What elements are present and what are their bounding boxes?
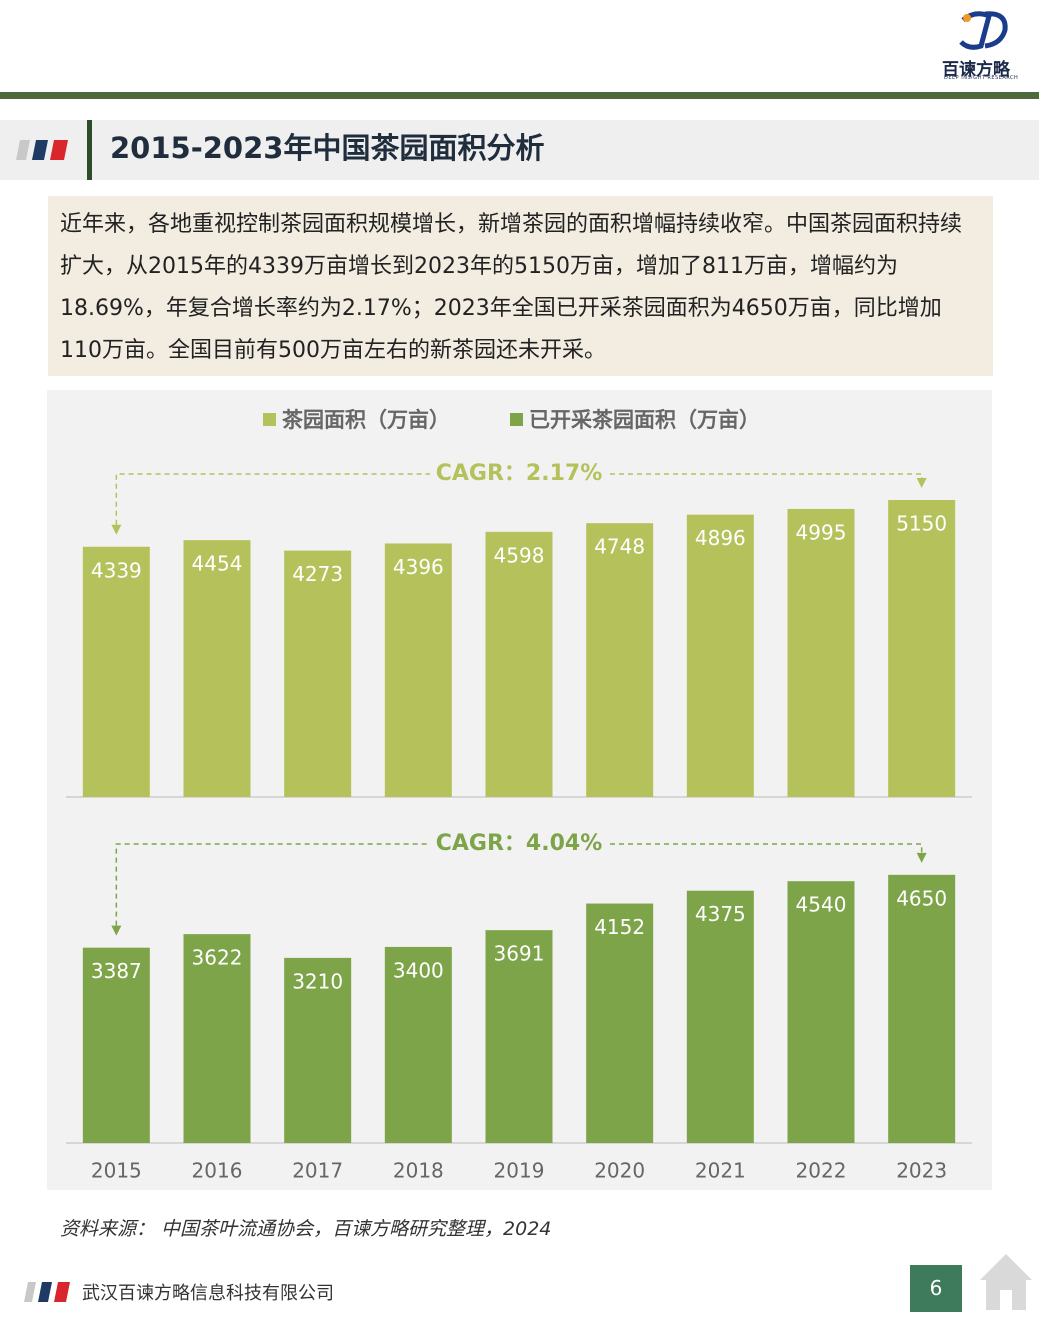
- bar: [787, 508, 855, 797]
- data-label: 4896: [695, 526, 746, 550]
- logo-subtext: DEEP INSIGHT RESEARCH: [944, 75, 1019, 81]
- bar: [586, 523, 654, 797]
- bar: [183, 934, 251, 1143]
- bar: [485, 531, 553, 797]
- bar: [82, 546, 150, 797]
- bar: [787, 881, 855, 1143]
- flag: [24, 1282, 36, 1302]
- flag: [50, 140, 68, 160]
- data-label: 4650: [896, 886, 947, 910]
- annotation-arrow: [916, 478, 927, 488]
- annotation: CAGR：2.17%: [436, 461, 603, 486]
- header-rule: [0, 92, 1039, 99]
- x-tick-label: 2022: [796, 1159, 847, 1183]
- summary: 近年来，各地重视控制茶园面积规模增长，新增茶园的面积增幅持续收窄。中国茶园面积持…: [48, 196, 993, 376]
- x-tick-label: 2023: [896, 1159, 947, 1183]
- data-label: 3210: [292, 969, 343, 993]
- title-flags: [16, 140, 68, 160]
- data-label: 4598: [494, 543, 545, 567]
- x-tick-label: 2015: [91, 1159, 142, 1183]
- data-label: 4396: [393, 555, 444, 579]
- annotation-arrow: [916, 852, 927, 863]
- source: 资料来源： 中国茶叶流通协会，百谏方略研究整理，2024: [60, 1218, 552, 1240]
- x-tick-label: 2020: [594, 1159, 645, 1183]
- x-tick-label: 2019: [494, 1159, 545, 1183]
- annotation-line: [115, 843, 430, 926]
- data-label: 4540: [796, 893, 847, 917]
- flag: [54, 1282, 70, 1302]
- bar: [384, 946, 452, 1143]
- annotation-arrow: [111, 925, 122, 936]
- legend-label: 茶园面积（万亩）: [282, 408, 450, 432]
- data-label: 5150: [896, 512, 947, 536]
- bar: [384, 543, 452, 797]
- data-label: 4273: [292, 562, 343, 586]
- title-band: [0, 120, 1039, 180]
- annotation-line: [610, 473, 923, 478]
- logo-stroke: [984, 11, 1008, 49]
- x-tick-label: 2017: [292, 1159, 343, 1183]
- bar: [82, 947, 150, 1143]
- annotation-line: [610, 843, 923, 853]
- data-label: 4454: [192, 552, 243, 576]
- home-icon: [980, 1254, 1032, 1310]
- data-label: 3622: [192, 946, 243, 970]
- bar: [284, 957, 352, 1143]
- flag: [16, 140, 30, 160]
- house: [980, 1254, 1032, 1310]
- annotation-arrow: [111, 524, 122, 535]
- data-label: 3691: [494, 942, 545, 966]
- bar: [586, 903, 654, 1143]
- data-label: 4748: [594, 535, 645, 559]
- data-label: 3400: [393, 958, 444, 982]
- x-tick-label: 2018: [393, 1159, 444, 1183]
- bar: [686, 890, 754, 1143]
- logo-icon: [959, 11, 1008, 50]
- legend-label: 已开采茶园面积（万亩）: [529, 408, 760, 432]
- bar: [888, 500, 956, 797]
- logo-dot: [963, 14, 971, 22]
- flag: [38, 1282, 52, 1302]
- bar: [686, 514, 754, 797]
- page-number: 6: [910, 1265, 962, 1312]
- flag: [32, 140, 48, 160]
- bar: [485, 930, 553, 1143]
- legend-swatch: [510, 413, 523, 426]
- legend-swatch: [263, 413, 276, 426]
- footer-flags: [24, 1282, 70, 1302]
- logo-text: 百谏方略: [942, 60, 1010, 80]
- footer-company: 武汉百谏方略信息科技有限公司: [82, 1283, 334, 1304]
- annotation: CAGR：4.04%: [436, 831, 603, 856]
- data-label: 3387: [91, 959, 142, 983]
- bar: [183, 540, 251, 797]
- bar: [888, 874, 956, 1143]
- title-accent: [87, 120, 92, 180]
- x-tick-label: 2016: [192, 1159, 243, 1183]
- logo-stroke: [959, 11, 992, 50]
- page-title: 2015-2023年中国茶园面积分析: [110, 131, 545, 165]
- data-label: 4375: [695, 902, 746, 926]
- x-tick-label: 2021: [695, 1159, 746, 1183]
- data-label: 4152: [594, 915, 645, 939]
- door: [1000, 1290, 1012, 1310]
- data-label: 4339: [91, 558, 142, 582]
- data-label: 4995: [796, 520, 847, 544]
- bar: [284, 550, 352, 797]
